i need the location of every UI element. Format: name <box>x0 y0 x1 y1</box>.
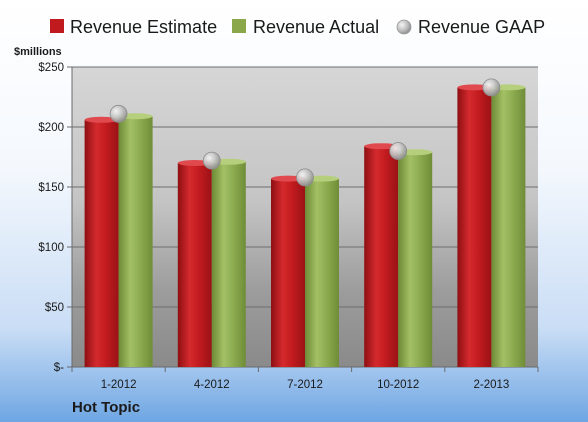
x-tick-label: 1-2012 <box>101 379 137 391</box>
gaap-marker <box>109 104 128 123</box>
estimate-bar <box>177 163 212 367</box>
y-tick-label: $200 <box>38 122 64 134</box>
legend-swatch-actual <box>232 19 246 33</box>
actual-bar <box>118 116 153 367</box>
legend: Revenue Estimate Revenue Actual Revenue … <box>50 17 545 37</box>
x-tick-labels: 1-2012 4-2012 7-2012 10-2012 2-2013 <box>71 367 539 391</box>
actual-bar <box>211 161 246 367</box>
actual-bar <box>305 178 339 367</box>
estimate-bar <box>84 119 119 367</box>
company-label: Hot Topic <box>72 399 140 416</box>
estimate-bar-cap <box>364 143 399 150</box>
y-tick-label: $100 <box>38 242 64 254</box>
bars <box>84 84 526 368</box>
y-tick-label: $250 <box>38 62 64 74</box>
y-tick-label: $50 <box>45 302 64 314</box>
legend-label-gaap: Revenue GAAP <box>418 17 545 37</box>
estimate-bar-cap <box>84 116 119 123</box>
estimate-bar <box>457 87 492 368</box>
legend-label-actual: Revenue Actual <box>253 17 379 37</box>
actual-bar <box>398 152 433 367</box>
x-tick-label: 4-2012 <box>194 379 230 391</box>
gaap-marker <box>202 151 221 170</box>
x-tick-label: 7-2012 <box>287 379 323 391</box>
y-tick-label: $- <box>54 362 64 374</box>
legend-marker-gaap <box>396 19 412 35</box>
gaap-marker <box>296 168 314 187</box>
y-tick-labels: $- $50 $100 $150 $200 $250 <box>38 62 64 374</box>
x-tick-label: 10-2012 <box>377 379 419 391</box>
x-tick-label: 2-2013 <box>473 379 509 391</box>
y-unit-label: $millions <box>14 46 62 58</box>
estimate-bar <box>364 146 399 367</box>
legend-label-estimate: Revenue Estimate <box>70 17 217 37</box>
gaap-marker <box>389 142 408 160</box>
legend-swatch-estimate <box>50 19 64 33</box>
gaap-markers <box>109 78 501 187</box>
actual-bar <box>491 87 526 368</box>
estimate-bar <box>271 178 305 367</box>
gaap-marker <box>482 78 501 97</box>
y-tick-label: $150 <box>38 182 64 194</box>
